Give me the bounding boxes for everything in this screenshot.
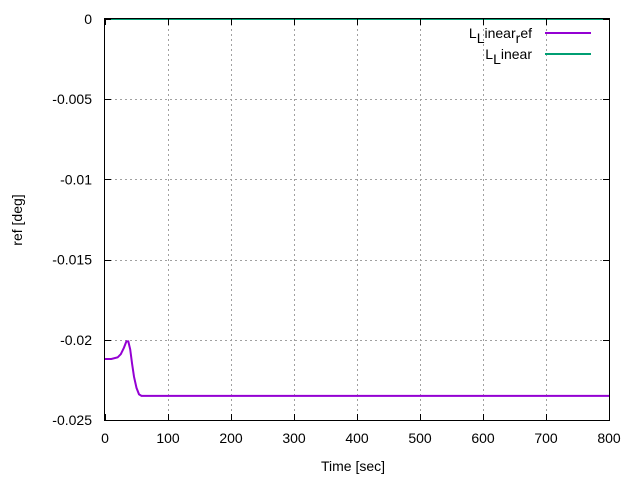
y-tick-label: -0.005 [52,91,92,107]
x-tick-label: 800 [597,430,621,446]
y-tick-label: -0.015 [52,252,92,268]
x-axis-label: Time [sec] [321,458,385,474]
x-tick-label: 200 [219,430,243,446]
tick-layer: 0 100 200 300 400 500 600 700 800 0 -0.005 -0.01 -0.… [52,11,621,446]
y-tick-label: -0.025 [52,412,92,428]
y-tick-label: -0.02 [60,332,92,348]
x-tick-label: 0 [101,430,109,446]
x-tick-label: 100 [156,430,180,446]
plot-frame [104,18,610,421]
x-tick-label: 500 [408,430,432,446]
series-line-l-linear-ref [105,340,609,397]
legend-label: LLinear [485,46,532,67]
x-tick-label: 400 [345,430,369,446]
grid-layer [105,19,609,420]
x-tick-label: 600 [471,430,495,446]
y-tick-label: 0 [84,11,92,27]
legend-label: LLinearref [469,25,532,46]
x-tick-label: 300 [282,430,306,446]
y-tick-label: -0.01 [60,171,92,187]
x-tick-label: 700 [534,430,558,446]
y-axis-label: ref [deg] [9,194,25,245]
